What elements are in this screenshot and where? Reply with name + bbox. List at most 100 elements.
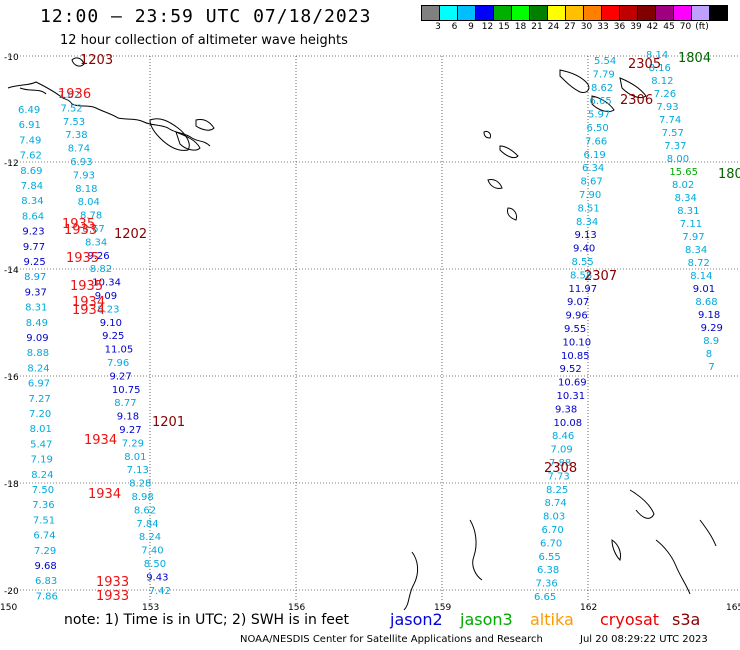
wave-height-value: 15.65 (669, 167, 698, 178)
coastline-island-4 (195, 119, 215, 131)
wave-height-value: 6.74 (33, 531, 55, 542)
pass-time-label: 2305 (628, 57, 661, 72)
wave-height-value: 9.09 (95, 291, 117, 302)
wave-height-value: 9.52 (560, 364, 582, 375)
wave-height-value: 8.34 (85, 237, 107, 248)
longitude-label: 156 (288, 603, 305, 613)
wave-height-value: 7.36 (32, 500, 54, 511)
wave-height-value: 9.37 (25, 287, 47, 298)
wave-height-value: 8.28 (129, 479, 151, 490)
wave-height-value: 8.67 (83, 224, 105, 235)
pass-time-label: 1933 (96, 575, 129, 590)
wave-height-value: 7.09 (551, 445, 573, 456)
wave-height-value: 7.97 (682, 232, 704, 243)
wave-height-value: 10.69 (558, 378, 587, 389)
colorbar-label: 24 (547, 22, 560, 32)
wave-height-value: 7.40 (141, 546, 163, 557)
wave-height-value: 7.53 (63, 117, 85, 128)
wave-height-value: 9.29 (701, 323, 723, 334)
wave-height-value: 10.31 (557, 391, 586, 402)
wave-height-value: 10.10 (563, 337, 592, 348)
wave-height-value: 8.55 (572, 257, 594, 268)
wave-height-value: 6.19 (584, 150, 606, 161)
axis-labels: -10 -12 -14 -16 -18 -20 150 153 156 159 162 165 (0, 53, 740, 613)
wave-height-value: 8.82 (90, 264, 112, 275)
coastline-nc-6 (611, 539, 621, 561)
wave-height-value: 9.43 (146, 572, 168, 583)
wave-height-value: 9.23 (22, 227, 44, 238)
wave-height-value: 8.78 (80, 211, 102, 222)
wave-height-value: 6.93 (70, 157, 92, 168)
coastline-nc-1 (403, 551, 419, 611)
wave-height-value: 7.37 (664, 141, 686, 152)
coastline-island-3 (175, 131, 201, 151)
wave-height-value: 8.62 (134, 505, 156, 516)
coastline-png (7, 81, 211, 147)
wave-height-value: 9.26 (87, 251, 109, 262)
colorbar-label: 12 (481, 22, 494, 32)
wave-height-value: 9.40 (573, 244, 595, 255)
latitude-label: -16 (4, 373, 19, 383)
wave-height-value: 7.50 (32, 485, 54, 496)
wave-height-value: 7.19 (31, 455, 53, 466)
pass-time-label: 2308 (544, 461, 577, 476)
wave-height-value: 9.96 (566, 311, 588, 322)
colorbar-label: 21 (531, 22, 543, 32)
wave-height-value: 10.85 (561, 351, 590, 362)
wave-height-value: 8.24 (27, 363, 49, 374)
wave-height-value: 7.93 (656, 102, 678, 113)
wave-height-value: 7.74 (659, 115, 681, 126)
wave-height-value: 8.58 (570, 270, 592, 281)
wave-height-value: 8.24 (31, 470, 53, 481)
wave-height-value: 6.83 (35, 576, 57, 587)
pass-time-label: 1936 (58, 87, 91, 102)
coastline-solomon-4 (499, 145, 519, 159)
wave-height-value: 9.09 (26, 333, 48, 344)
wave-height-value: 9.77 (23, 242, 45, 253)
wave-height-value: 7.96 (107, 358, 129, 369)
coastline-nc-4 (655, 539, 691, 595)
coastline-nc-5 (699, 519, 717, 547)
wave-height-value: 7.84 (21, 181, 43, 192)
wave-height-value: 9.25 (24, 257, 46, 268)
wave-height-value: 8.77 (114, 398, 136, 409)
coastline-solomon-1 (559, 69, 590, 93)
pass-time-label: 1202 (114, 227, 147, 242)
colorbar-label: 36 (613, 22, 626, 32)
coastline-solomon-6 (507, 207, 517, 221)
wave-height-value: 8.18 (75, 184, 97, 195)
wave-height-value: 10.75 (112, 385, 141, 396)
pass-time-label: 1935 (66, 251, 99, 266)
wave-height-value: 8.00 (667, 154, 689, 165)
satellite-legend-jason2: jason2 (390, 610, 443, 629)
wave-height-value: 8.68 (695, 297, 717, 308)
wave-height-value: 9.38 (555, 404, 577, 415)
wave-height-value: 5.97 (588, 110, 610, 121)
pass-time-label: 2307 (584, 269, 617, 284)
colorbar-label: 6 (451, 22, 458, 32)
wave-height-value: 7.62 (20, 151, 42, 162)
wave-height-value: 6.55 (539, 552, 561, 563)
wave-height-value: 6.70 (542, 525, 564, 536)
wave-height-value: 8.31 (25, 303, 47, 314)
wave-height-value: 7 (708, 362, 714, 373)
coastline-rennell (483, 131, 491, 139)
footer-source: NOAA/NESDIS Center for Satellite Applica… (240, 634, 543, 645)
wave-height-value: 9.13 (575, 230, 597, 241)
colorbar-label: 39 (630, 22, 642, 32)
wave-height-value: 6.70 (540, 538, 562, 549)
colorbar-label: 9 (468, 22, 474, 32)
wave-height-value: 8.62 (591, 83, 613, 94)
wave-height-value: 8.34 (685, 245, 707, 256)
pass-time-label: 1935 (70, 279, 103, 294)
wave-height-value: 8.88 (27, 348, 49, 359)
longitude-label: 165 (726, 603, 740, 613)
wave-height-value: 8.50 (144, 559, 166, 570)
wave-height-value: 7.42 (149, 586, 171, 597)
map-subtitle: 12 hour collection of altimeter wave hei… (60, 33, 348, 48)
pass-time-label: 1203 (80, 53, 113, 68)
wave-height-value: 8.34 (576, 217, 598, 228)
wave-height-value: 6.91 (19, 120, 41, 131)
wave-height-value: 9.01 (693, 284, 715, 295)
